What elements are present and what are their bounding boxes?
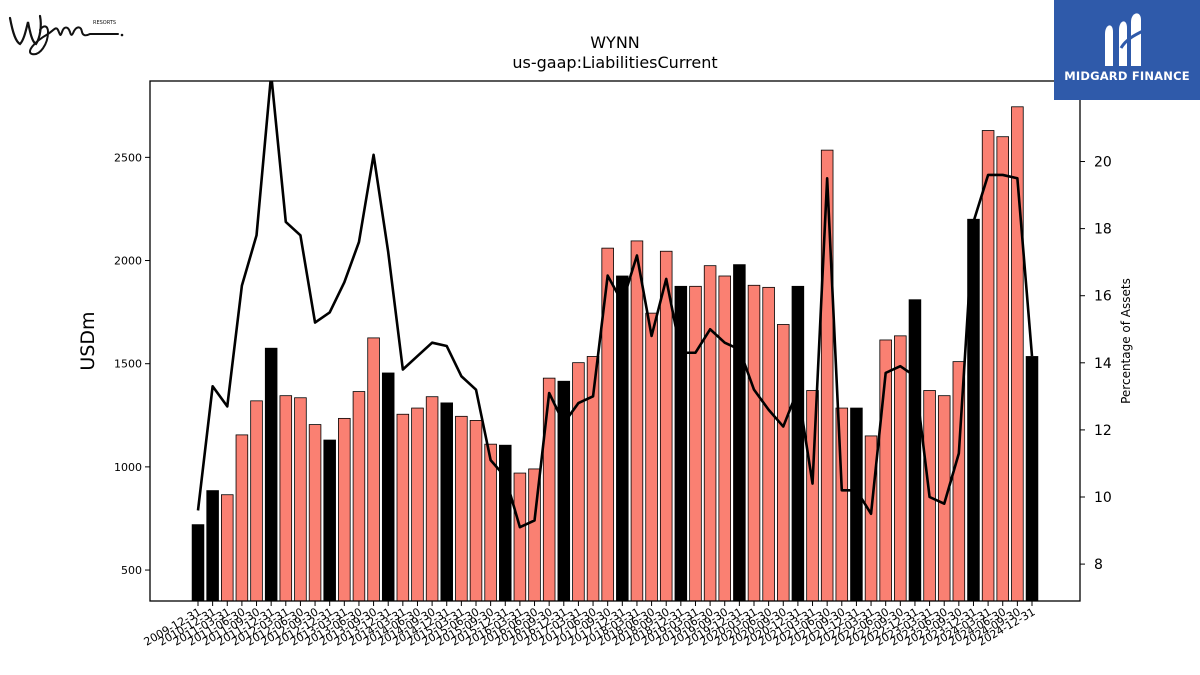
bar-2021-06-30 xyxy=(864,435,878,601)
y-axis: 500 1000 1500 2000 2500 xyxy=(114,151,150,577)
bar-2014-12-31 xyxy=(484,443,497,601)
bar-2021-09-30 xyxy=(879,339,892,601)
bar-2010-06-30 xyxy=(221,494,234,601)
bar-2019-12-31 xyxy=(777,324,790,601)
bar-2024-03-31 xyxy=(1025,356,1039,601)
bar-2011-12-31 xyxy=(308,424,322,601)
bar-2012-03-31 xyxy=(323,439,336,601)
bar-2019-06-30 xyxy=(747,284,761,601)
bar-2021-12-31 xyxy=(894,335,907,601)
bar-2023-06-30 xyxy=(981,130,995,601)
midgard-finance-logo: MIDGARD FINANCE xyxy=(1054,0,1200,100)
bar-2012-12-31 xyxy=(367,337,380,601)
bar-2011-09-30 xyxy=(294,397,307,601)
bar-2017-12-31 xyxy=(659,250,673,601)
bar-2019-03-31 xyxy=(733,264,746,601)
bar-2015-06-30 xyxy=(513,472,527,601)
bar-2012-09-30 xyxy=(352,391,366,601)
bar-2013-06-30 xyxy=(396,413,410,601)
y2-tick-label: 16 xyxy=(1094,289,1112,305)
bar-2014-06-30 xyxy=(455,415,468,601)
pct-line-layer xyxy=(196,81,1034,529)
y2-tick-label: 12 xyxy=(1094,423,1112,439)
bar-2011-03-31 xyxy=(264,347,278,601)
chart-subtitle: us-gaap:LiabilitiesCurrent xyxy=(512,53,717,72)
bars-layer xyxy=(191,106,1039,601)
bar-2017-03-31 xyxy=(616,275,629,601)
bar-2019-09-30 xyxy=(762,286,775,601)
bar-2020-09-30 xyxy=(820,149,834,601)
bar-2023-09-30 xyxy=(996,136,1009,601)
bar-2016-06-30 xyxy=(572,362,585,601)
y-tick-label: 2000 xyxy=(114,255,142,268)
bar-2017-06-30 xyxy=(630,240,644,601)
midgard-mark-icon xyxy=(1105,13,1150,67)
pct-of-assets-line xyxy=(196,81,1034,529)
y2-tick-label: 8 xyxy=(1094,557,1103,573)
y-tick-label: 500 xyxy=(121,564,142,577)
bar-2022-09-30 xyxy=(937,395,951,601)
y-axis-label: USDm xyxy=(77,311,99,370)
bar-2010-03-31 xyxy=(206,490,219,601)
bar-2013-03-31 xyxy=(381,372,395,601)
wynn-signature-icon: RESORTS xyxy=(8,14,124,56)
y2-tick-label: 18 xyxy=(1094,222,1112,238)
bar-2016-09-30 xyxy=(586,356,600,601)
bar-2018-09-30 xyxy=(703,265,717,601)
brand-subtext: RESORTS xyxy=(93,20,116,26)
y-tick-label: 1000 xyxy=(114,461,142,474)
y2-axis: 8 10 12 14 16 18 20 xyxy=(1080,155,1112,573)
bar-2020-12-31 xyxy=(835,407,849,601)
bar-2010-09-30 xyxy=(235,434,249,601)
y2-tick-label: 14 xyxy=(1094,356,1112,372)
bar-2021-03-31 xyxy=(850,407,863,601)
y2-tick-label: 20 xyxy=(1094,155,1112,171)
bar-2015-12-31 xyxy=(542,377,556,601)
bar-2020-03-31 xyxy=(791,285,805,601)
y-tick-label: 1500 xyxy=(114,358,142,371)
bar-2011-06-30 xyxy=(279,395,293,601)
bar-2018-03-31 xyxy=(674,285,688,601)
bar-2022-12-31 xyxy=(952,361,966,601)
partner-name: MIDGARD FINANCE xyxy=(1064,69,1190,83)
y2-axis-label: Percentage of Assets xyxy=(1119,278,1133,404)
bar-2013-12-31 xyxy=(425,396,439,601)
bar-2015-03-31 xyxy=(499,444,512,601)
bar-2014-09-30 xyxy=(469,420,483,601)
chart-title: WYNN xyxy=(590,33,640,52)
bar-2015-09-30 xyxy=(528,468,541,601)
bar-2022-03-31 xyxy=(908,299,922,601)
bar-2013-09-30 xyxy=(411,407,424,601)
x-axis: 2009-12-312010-12-312011-03-312011-06-30… xyxy=(142,601,1038,649)
bar-2017-09-30 xyxy=(645,312,658,601)
y2-tick-label: 10 xyxy=(1094,490,1112,506)
bar-2018-06-30 xyxy=(689,285,702,601)
bar-2009-12-31 xyxy=(191,524,205,601)
bar-2018-12-31 xyxy=(718,275,731,601)
y-tick-label: 2500 xyxy=(114,151,142,164)
bar-2014-03-31 xyxy=(440,402,453,601)
bar-2010-12-31 xyxy=(250,400,263,601)
wynn-logo: RESORTS xyxy=(4,4,128,60)
bar-2012-06-30 xyxy=(338,417,351,601)
plot-frame xyxy=(149,80,1081,602)
